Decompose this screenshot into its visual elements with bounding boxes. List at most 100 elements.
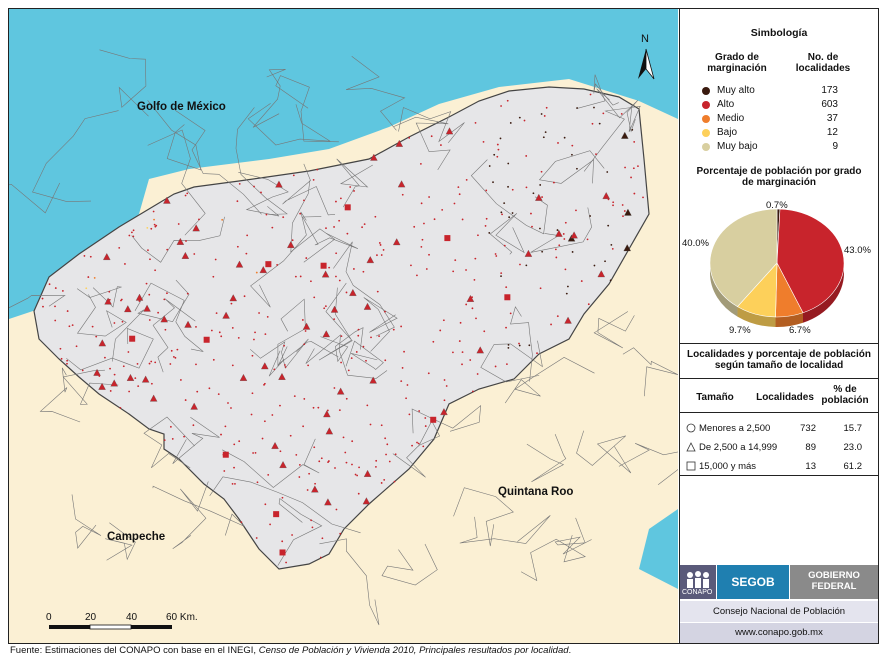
locality-marker <box>351 440 354 443</box>
locality-marker <box>263 382 266 385</box>
locality-marker <box>518 344 521 347</box>
locality-marker <box>128 234 131 237</box>
locality-marker <box>335 200 337 203</box>
municipal-border <box>66 328 154 371</box>
locality-marker <box>289 434 292 437</box>
locality-marker <box>42 305 44 308</box>
locality-marker <box>333 318 336 321</box>
locality-marker <box>184 194 187 197</box>
locality-marker <box>474 121 477 124</box>
municipal-border <box>554 517 592 555</box>
locality-marker <box>265 213 268 216</box>
locality-marker <box>48 283 51 286</box>
locality-marker <box>595 153 597 155</box>
municipal-border <box>318 282 353 361</box>
locality-marker <box>307 364 310 367</box>
locality-marker <box>345 461 348 464</box>
locality-marker <box>154 269 157 272</box>
municipal-border <box>398 107 465 144</box>
locality-marker <box>85 287 88 290</box>
locality-marker <box>271 414 274 416</box>
locality-marker <box>353 190 355 192</box>
locality-marker <box>380 482 383 484</box>
locality-marker <box>132 229 135 232</box>
table-count: 89 <box>805 442 816 453</box>
locality-marker <box>525 186 528 189</box>
locality-marker <box>493 153 496 156</box>
locality-marker <box>370 153 378 161</box>
locality-marker <box>251 354 254 357</box>
legend-count: 603 <box>821 99 838 110</box>
locality-marker <box>357 334 360 337</box>
locality-marker <box>185 240 187 242</box>
gobierno-text-2: FEDERAL <box>811 581 857 592</box>
locality-marker <box>518 116 521 119</box>
locality-marker <box>524 249 533 257</box>
locality-marker <box>484 225 487 227</box>
yucatan-marginalization-map: Golfo de México Quintana Roo Campeche N … <box>9 9 678 643</box>
locality-marker <box>539 184 542 186</box>
locality-marker <box>576 167 578 170</box>
locality-marker <box>540 113 543 115</box>
locality-marker <box>282 216 285 219</box>
locality-marker <box>633 192 636 195</box>
locality-marker <box>642 196 644 199</box>
locality-marker <box>118 246 121 249</box>
locality-marker <box>66 359 69 362</box>
locality-marker <box>475 317 477 320</box>
locality-marker <box>233 443 236 446</box>
locality-marker <box>143 304 151 312</box>
locality-marker <box>558 244 561 247</box>
locality-marker <box>335 252 338 255</box>
locality-marker <box>81 369 84 372</box>
locality-marker <box>184 320 192 328</box>
locality-marker <box>340 335 343 338</box>
locality-marker <box>630 176 632 179</box>
conapo-url[interactable]: www.conapo.gob.mx <box>680 623 878 643</box>
locality-marker <box>349 186 352 188</box>
locality-marker <box>314 482 316 485</box>
locality-marker <box>253 185 255 188</box>
locality-marker <box>507 346 510 349</box>
locality-marker <box>418 410 421 412</box>
locality-marker <box>130 231 133 234</box>
legend-item: Alto 603 <box>680 99 878 112</box>
municipal-border <box>319 538 380 626</box>
locality-marker <box>376 254 378 257</box>
locality-marker <box>555 256 558 259</box>
municipal-border <box>172 416 220 465</box>
locality-marker <box>497 148 500 151</box>
locality-marker <box>363 223 366 226</box>
locality-marker <box>68 325 71 328</box>
pie-label: 0.7% <box>766 200 788 211</box>
locality-marker <box>394 453 397 456</box>
locality-marker <box>453 202 456 205</box>
locality-marker <box>264 333 267 336</box>
locality-marker <box>278 372 286 380</box>
legend-label: Medio <box>717 113 745 124</box>
locality-marker <box>310 280 312 283</box>
locality-marker <box>606 171 609 173</box>
locality-marker <box>338 279 341 282</box>
locality-marker <box>620 112 623 115</box>
conapo-logo: CONAPO <box>680 565 716 599</box>
locality-marker <box>66 310 69 312</box>
locality-marker <box>330 305 339 313</box>
pie-slice-side <box>710 263 738 317</box>
locality-marker <box>378 335 380 338</box>
locality-marker <box>252 452 255 454</box>
locality-marker <box>357 492 360 495</box>
table-pct: 15.7 <box>843 423 863 434</box>
locality-marker <box>459 321 462 324</box>
locality-marker <box>281 496 284 499</box>
source-title: Censo de Población y Vivienda 2010, Prin… <box>258 645 569 656</box>
locality-marker <box>363 302 372 310</box>
locality-marker <box>580 280 583 282</box>
locality-marker <box>380 254 383 256</box>
locality-marker <box>306 489 309 491</box>
locality-marker <box>335 275 337 278</box>
locality-marker <box>500 105 502 107</box>
source-prefix: Fuente: Estimaciones del CONAPO con base… <box>10 645 259 656</box>
locality-marker <box>222 311 230 319</box>
locality-marker <box>333 387 336 389</box>
